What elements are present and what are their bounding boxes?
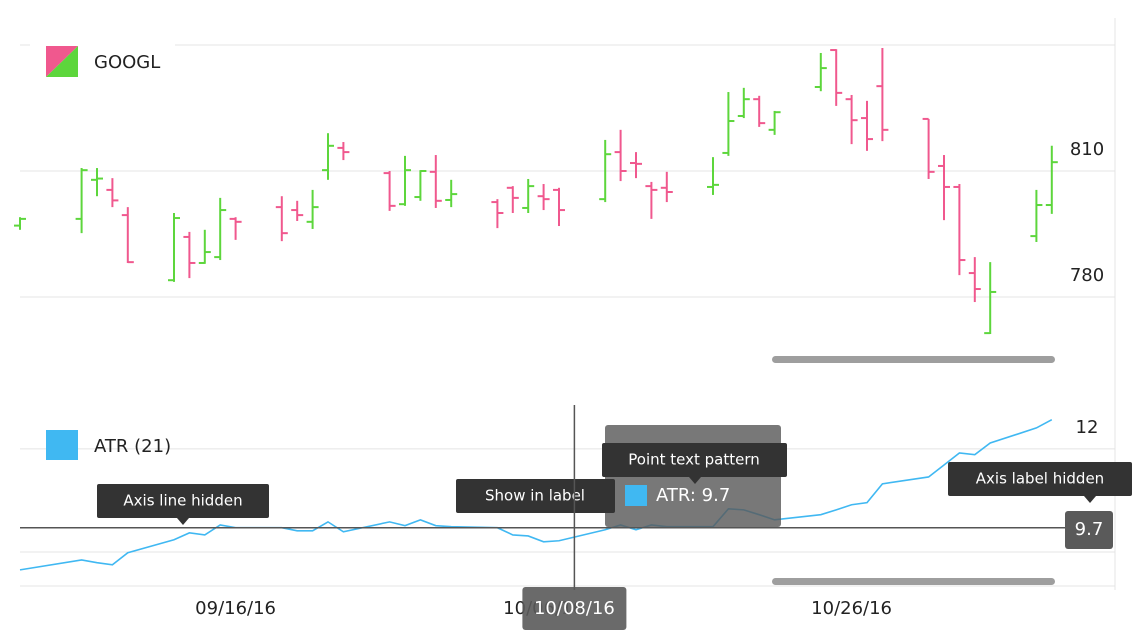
ohlc-bar	[522, 178, 535, 213]
scrollbar[interactable]	[772, 356, 1055, 363]
callout-pointer	[177, 518, 189, 525]
y-tick-label: 12	[1076, 417, 1099, 438]
ohlc-bar	[445, 179, 458, 208]
ohlc-bar	[830, 49, 843, 106]
ohlc-bar	[214, 197, 227, 261]
callout-box	[456, 479, 615, 513]
ohlc-bar	[968, 257, 981, 303]
ohlc-bar	[383, 171, 396, 211]
ohlc-bar	[429, 155, 442, 208]
ohlc-bar	[322, 133, 334, 180]
callout: Show in label	[456, 479, 615, 513]
ohlc-bar	[506, 186, 519, 213]
ohlc-bar	[106, 178, 119, 208]
ohlc-bar	[1045, 145, 1058, 214]
legend-label: GOOGL	[94, 52, 160, 73]
axis-label: 9.7	[1075, 519, 1104, 540]
ohlc-bar	[599, 139, 612, 203]
ohlc-bar	[614, 129, 627, 182]
legend-swatch	[46, 430, 78, 460]
callout-pointer	[689, 477, 701, 484]
ohlc-bar	[121, 207, 134, 264]
callout-text: Point text pattern	[628, 451, 760, 469]
axis-label-box	[1065, 511, 1113, 549]
ohlc-bar	[537, 184, 550, 211]
ohlc-bar	[707, 157, 719, 195]
ohlc-bar	[337, 142, 350, 161]
ohlc-bar	[91, 168, 103, 197]
callout: Axis line hidden	[97, 484, 269, 525]
axis-label-box	[522, 587, 627, 630]
callout-text: Axis line hidden	[123, 492, 242, 510]
ohlc-bar	[306, 189, 319, 229]
ohlc-bar	[753, 95, 766, 127]
ohlc-bar	[938, 155, 950, 221]
ohlc-bar	[768, 110, 781, 135]
tooltip-text: ATR: 9.7	[656, 485, 730, 506]
ohlc-bar	[722, 92, 735, 156]
ohlc-bar	[814, 52, 827, 92]
ohlc-bar	[645, 181, 658, 219]
callout: Point text pattern	[602, 443, 787, 484]
tooltip-swatch	[625, 485, 647, 506]
callout-text: Axis label hidden	[976, 470, 1104, 488]
ohlc-bar	[553, 187, 565, 227]
ohlc-bar	[275, 196, 288, 242]
ohlc-bar	[198, 229, 211, 264]
ohlc-bar	[861, 100, 873, 151]
ohlc-bar	[14, 217, 26, 230]
callout: Axis label hidden	[948, 462, 1132, 503]
x-tick-label: 10/26/16	[811, 598, 892, 619]
legend-swatch	[46, 46, 78, 77]
ohlc-bar	[168, 213, 180, 282]
ohlc-bar	[953, 184, 966, 276]
ohlc-bar	[75, 168, 88, 234]
legend-label: ATR (21)	[94, 436, 171, 457]
axis-label: 10/08/16	[534, 598, 615, 619]
ohlc-bar	[414, 170, 427, 201]
ohlc-bar	[845, 94, 858, 145]
ohlc-bar	[660, 171, 673, 203]
scrollbar[interactable]	[772, 578, 1055, 585]
callout-box	[948, 462, 1132, 496]
ohlc-bar	[630, 152, 642, 179]
ohlc-bar	[229, 217, 242, 240]
ohlc-bar	[737, 87, 750, 119]
ohlc-bar	[1030, 189, 1043, 242]
ohlc-bar	[876, 47, 889, 142]
callout-pointer	[1084, 496, 1096, 503]
callout-box	[97, 484, 269, 518]
x-tick-label: 09/16/16	[195, 598, 276, 619]
ohlc-bar	[491, 199, 504, 229]
plot	[14, 47, 1115, 571]
ohlc-bar	[922, 117, 935, 179]
callout-box	[602, 443, 787, 477]
callout-text: Show in label	[485, 487, 585, 505]
ohlc-bar	[183, 231, 196, 279]
ohlc-bar	[291, 200, 304, 221]
ohlc-bar	[984, 262, 997, 335]
y-tick-label: 780	[1070, 265, 1104, 286]
y-tick-label: 810	[1070, 139, 1104, 160]
ohlc-bar	[399, 155, 411, 206]
